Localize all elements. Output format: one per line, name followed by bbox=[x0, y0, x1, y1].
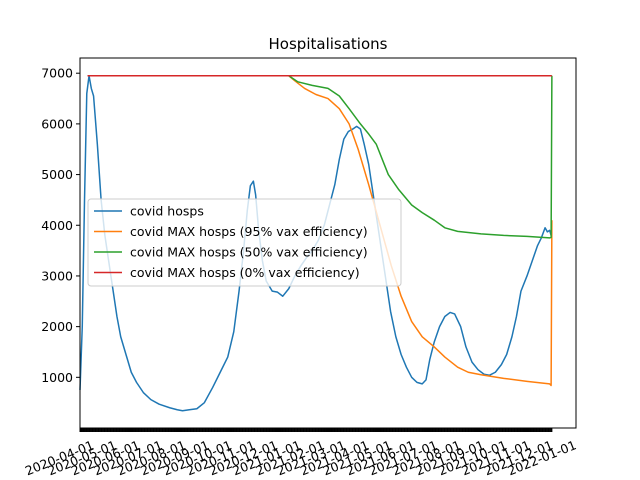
x-axis: 2020-04-012020-05-012020-06-012020-07-01… bbox=[23, 428, 578, 478]
legend-label-3: covid MAX hosps (0% vax efficiency) bbox=[130, 265, 360, 280]
y-tick-label: 4000 bbox=[41, 218, 73, 233]
y-tick-label: 1000 bbox=[41, 370, 73, 385]
legend-box bbox=[87, 198, 402, 287]
y-axis: 1000 2000 3000 4000 5000 6000 7000 bbox=[41, 66, 80, 385]
chart-title: Hospitalisations bbox=[269, 35, 388, 53]
legend-label-2: covid MAX hosps (50% vax efficiency) bbox=[130, 245, 368, 260]
y-tick-label: 3000 bbox=[41, 268, 73, 283]
legend-label-1: covid MAX hosps (95% vax efficiency) bbox=[130, 224, 368, 239]
y-tick-label: 6000 bbox=[41, 116, 73, 131]
y-tick-label: 7000 bbox=[41, 66, 73, 81]
series-line-1 bbox=[87, 74, 553, 387]
y-tick-label: 2000 bbox=[41, 319, 73, 334]
legend-label-0: covid hosps bbox=[130, 204, 204, 219]
y-tick-label: 5000 bbox=[41, 167, 73, 182]
legend: covid hosps covid MAX hosps (95% vax effi… bbox=[87, 198, 402, 287]
series-line-2 bbox=[87, 74, 553, 239]
